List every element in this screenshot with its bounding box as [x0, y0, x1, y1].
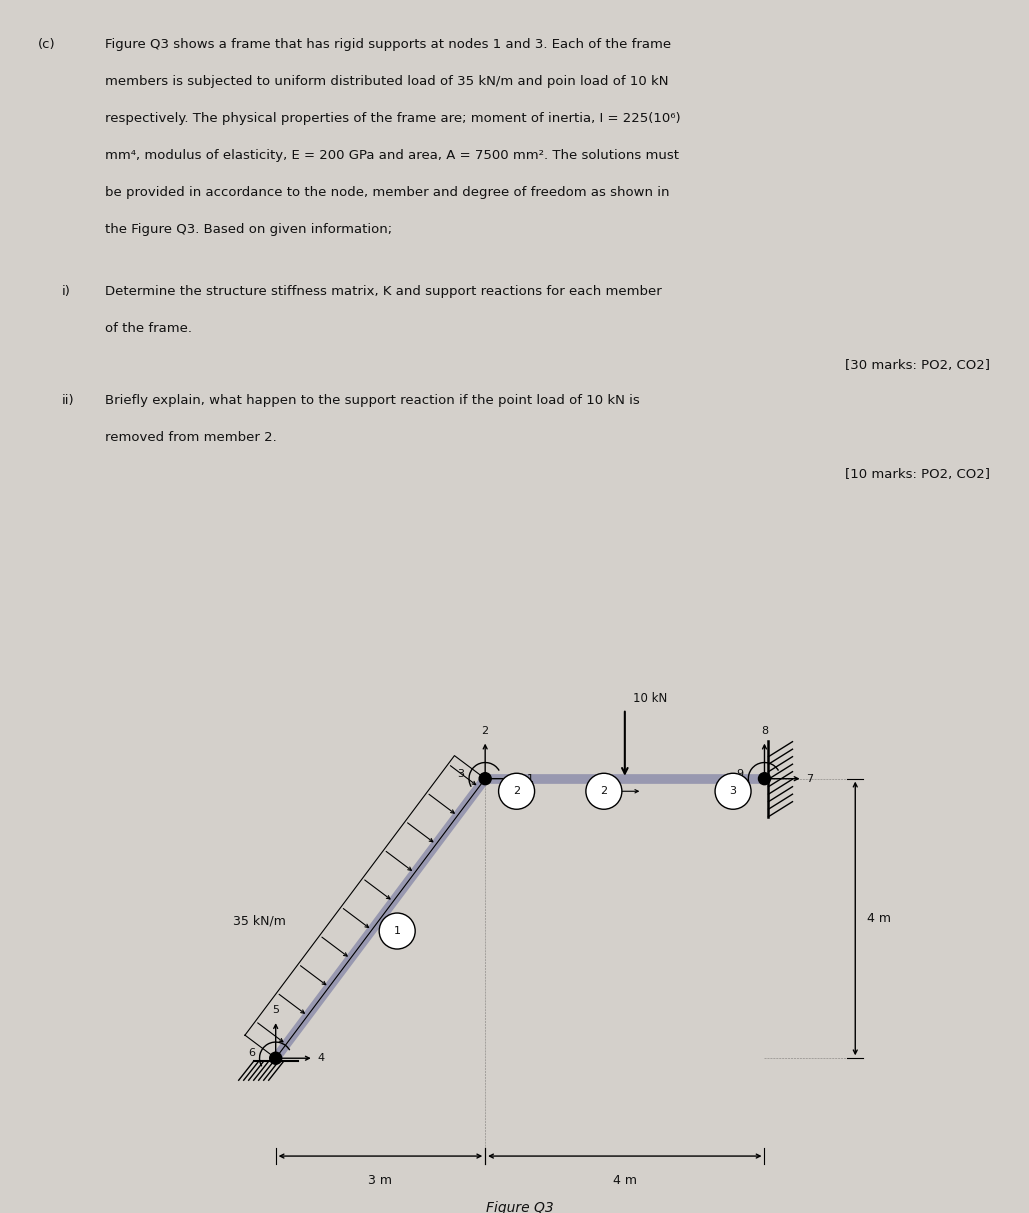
Text: Determine the structure stiffness matrix, K and support reactions for each membe: Determine the structure stiffness matrix…: [105, 285, 662, 298]
Text: 8: 8: [760, 725, 768, 735]
Circle shape: [758, 773, 771, 785]
Text: 3 m: 3 m: [368, 1174, 392, 1188]
Text: 35 kN/m: 35 kN/m: [233, 915, 286, 927]
Circle shape: [586, 773, 622, 809]
Text: 4 m: 4 m: [613, 1174, 637, 1188]
Text: 2: 2: [600, 786, 607, 796]
Text: the Figure Q3. Based on given information;: the Figure Q3. Based on given informatio…: [105, 223, 392, 237]
Text: 10 kN: 10 kN: [633, 693, 668, 705]
Text: of the frame.: of the frame.: [105, 321, 192, 335]
Text: 6: 6: [248, 1048, 255, 1058]
Text: 3: 3: [457, 769, 464, 779]
Text: (c): (c): [38, 38, 56, 51]
Text: Briefly explain, what happen to the support reaction if the point load of 10 kN : Briefly explain, what happen to the supp…: [105, 394, 640, 408]
Text: 4: 4: [318, 1053, 325, 1064]
Circle shape: [715, 773, 751, 809]
Circle shape: [480, 773, 491, 785]
Text: ii): ii): [62, 394, 75, 408]
Text: Figure Q3 shows a frame that has rigid supports at nodes 1 and 3. Each of the fr: Figure Q3 shows a frame that has rigid s…: [105, 38, 671, 51]
Circle shape: [380, 913, 415, 949]
Text: removed from member 2.: removed from member 2.: [105, 431, 277, 444]
Text: mm⁴, modulus of elasticity, E = 200 GPa and area, A = 7500 mm². The solutions mu: mm⁴, modulus of elasticity, E = 200 GPa …: [105, 149, 679, 163]
Text: 2: 2: [482, 725, 489, 735]
Text: Figure Q3: Figure Q3: [487, 1201, 554, 1213]
Text: 9: 9: [737, 769, 744, 779]
Text: 1: 1: [394, 926, 400, 936]
Text: i): i): [62, 285, 71, 298]
Text: respectively. The physical properties of the frame are; moment of inertia, Ⅰ = 2: respectively. The physical properties of…: [105, 112, 680, 125]
Text: be provided in accordance to the node, member and degree of freedom as shown in: be provided in accordance to the node, m…: [105, 186, 670, 199]
Text: 7: 7: [807, 774, 814, 784]
Text: 2: 2: [513, 786, 520, 796]
Text: [10 marks: PO2, CO2]: [10 marks: PO2, CO2]: [845, 468, 990, 482]
Circle shape: [270, 1052, 282, 1064]
Text: members is subjected to uniform distributed load of 35 kN/m and poin load of 10 : members is subjected to uniform distribu…: [105, 75, 669, 89]
Text: 1: 1: [527, 774, 534, 784]
Text: 4 m: 4 m: [867, 912, 891, 926]
Text: 3: 3: [730, 786, 737, 796]
Text: [30 marks: PO2, CO2]: [30 marks: PO2, CO2]: [845, 359, 990, 372]
Circle shape: [499, 773, 535, 809]
Text: 5: 5: [273, 1006, 279, 1015]
